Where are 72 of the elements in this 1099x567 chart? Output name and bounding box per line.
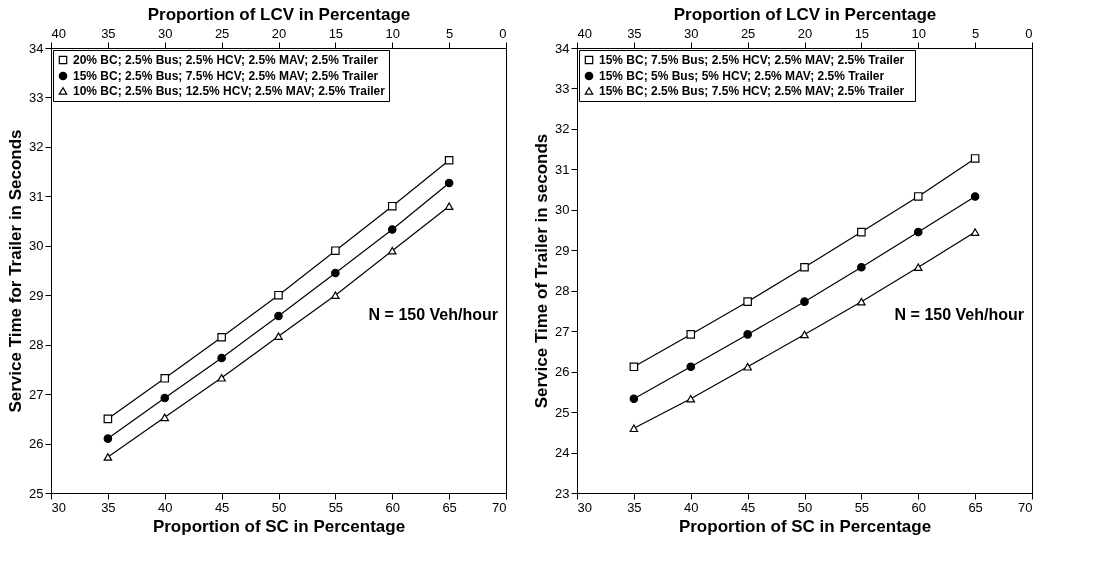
x2-tick-label: 35 — [627, 25, 642, 41]
y-tick-label: 26 — [555, 364, 570, 380]
y-tick-label: 32 — [29, 139, 44, 155]
y-tick-label: 26 — [29, 436, 44, 452]
legend-label: 15% BC; 2.5% Bus; 7.5% HCV; 2.5% MAV; 2.5% Trailer — [73, 69, 379, 83]
x-tick-label: 70 — [1018, 499, 1033, 515]
annotation: N = 150 Veh/hour — [894, 306, 1024, 323]
x-tick-label: 35 — [627, 499, 642, 515]
x-tick-label: 50 — [797, 499, 813, 515]
x-tick-label: 35 — [101, 499, 116, 515]
x-tick-label: 60 — [911, 499, 926, 515]
x-tick-label: 40 — [158, 499, 173, 515]
x2-tick-label: 35 — [101, 25, 116, 41]
x-tick-label: 45 — [214, 499, 230, 515]
y-tick-label: 30 — [29, 238, 44, 254]
y-tick-label: 28 — [555, 283, 570, 299]
y-tick-label: 28 — [29, 337, 44, 353]
y-axis-title: Service Time for Trailer in Seconds — [6, 129, 26, 413]
x-tick-label: 50 — [271, 499, 287, 515]
x-tick-label: 30 — [577, 499, 592, 515]
y-tick-label: 25 — [29, 485, 44, 501]
x2-tick-label: 30 — [684, 25, 699, 41]
x-tick-label: 45 — [740, 499, 756, 515]
y-tick-label: 27 — [555, 323, 570, 339]
x2-axis-title: Proportion of LCV in Percentage — [147, 4, 411, 24]
x-tick-label: 60 — [385, 499, 400, 515]
y-tick-label: 30 — [555, 202, 570, 218]
legend-label: 10% BC; 2.5% Bus; 12.5% HCV; 2.5% MAV; 2.5% Trailer — [73, 84, 386, 98]
x-tick-label: 40 — [684, 499, 699, 515]
y-tick-label: 24 — [555, 445, 570, 461]
x2-tick-label: 15 — [854, 25, 870, 41]
x2-tick-label: 25 — [740, 25, 756, 41]
y-tick-label: 34 — [555, 40, 570, 56]
legend-label: 15% BC; 5% Bus; 5% HCV; 2.5% MAV; 2.5% Trailer — [599, 69, 885, 83]
x2-tick-label: 20 — [271, 25, 287, 41]
x2-tick-label: 5 — [446, 25, 454, 41]
x2-tick-label: 10 — [385, 25, 400, 41]
x2-tick-label: 40 — [51, 25, 66, 41]
x-axis-title: Proportion of SC in Percentage — [678, 516, 932, 536]
x2-tick-label: 15 — [328, 25, 344, 41]
x-tick-label: 55 — [854, 499, 870, 515]
y-tick-label: 29 — [555, 242, 570, 258]
x2-tick-label: 25 — [214, 25, 230, 41]
x2-tick-label: 10 — [911, 25, 926, 41]
y-tick-label: 25 — [555, 404, 570, 420]
x-tick-label: 65 — [968, 499, 983, 515]
annotation: N = 150 Veh/hour — [368, 306, 498, 323]
y-tick-label: 33 — [555, 80, 570, 96]
legend-label: 15% BC; 2.5% Bus; 7.5% HCV; 2.5% MAV; 2.5% Trailer — [599, 84, 905, 98]
y-tick-label: 29 — [29, 287, 44, 303]
x2-tick-label: 0 — [1025, 25, 1033, 41]
x-tick-label: 30 — [51, 499, 66, 515]
y-tick-label: 34 — [29, 40, 44, 56]
x-axis-title: Proportion of SC in Percentage — [152, 516, 406, 536]
x-tick-label: 70 — [492, 499, 507, 515]
y-tick-label: 31 — [555, 161, 570, 177]
y-tick-label: 31 — [29, 188, 44, 204]
x2-tick-label: 20 — [797, 25, 813, 41]
x2-axis-title: Proportion of LCV in Percentage — [673, 4, 937, 24]
x-tick-label: 55 — [328, 499, 344, 515]
legend-label: 20% BC; 2.5% Bus; 2.5% HCV; 2.5% MAV; 2.5% Trailer — [73, 53, 379, 67]
y-tick-label: 27 — [29, 386, 44, 402]
y-tick-label: 33 — [29, 89, 44, 105]
x2-tick-label: 30 — [158, 25, 173, 41]
legend-label: 15% BC; 7.5% Bus; 2.5% HCV; 2.5% MAV; 2.5% Trailer — [599, 53, 905, 67]
x-tick-label: 65 — [442, 499, 457, 515]
x2-tick-label: 5 — [972, 25, 980, 41]
x2-tick-label: 40 — [577, 25, 592, 41]
x2-tick-label: 0 — [499, 25, 507, 41]
y-tick-label: 32 — [555, 121, 570, 137]
y-axis-title: Service Time of Trailer in seconds — [532, 133, 552, 409]
y-tick-label: 23 — [555, 485, 570, 501]
